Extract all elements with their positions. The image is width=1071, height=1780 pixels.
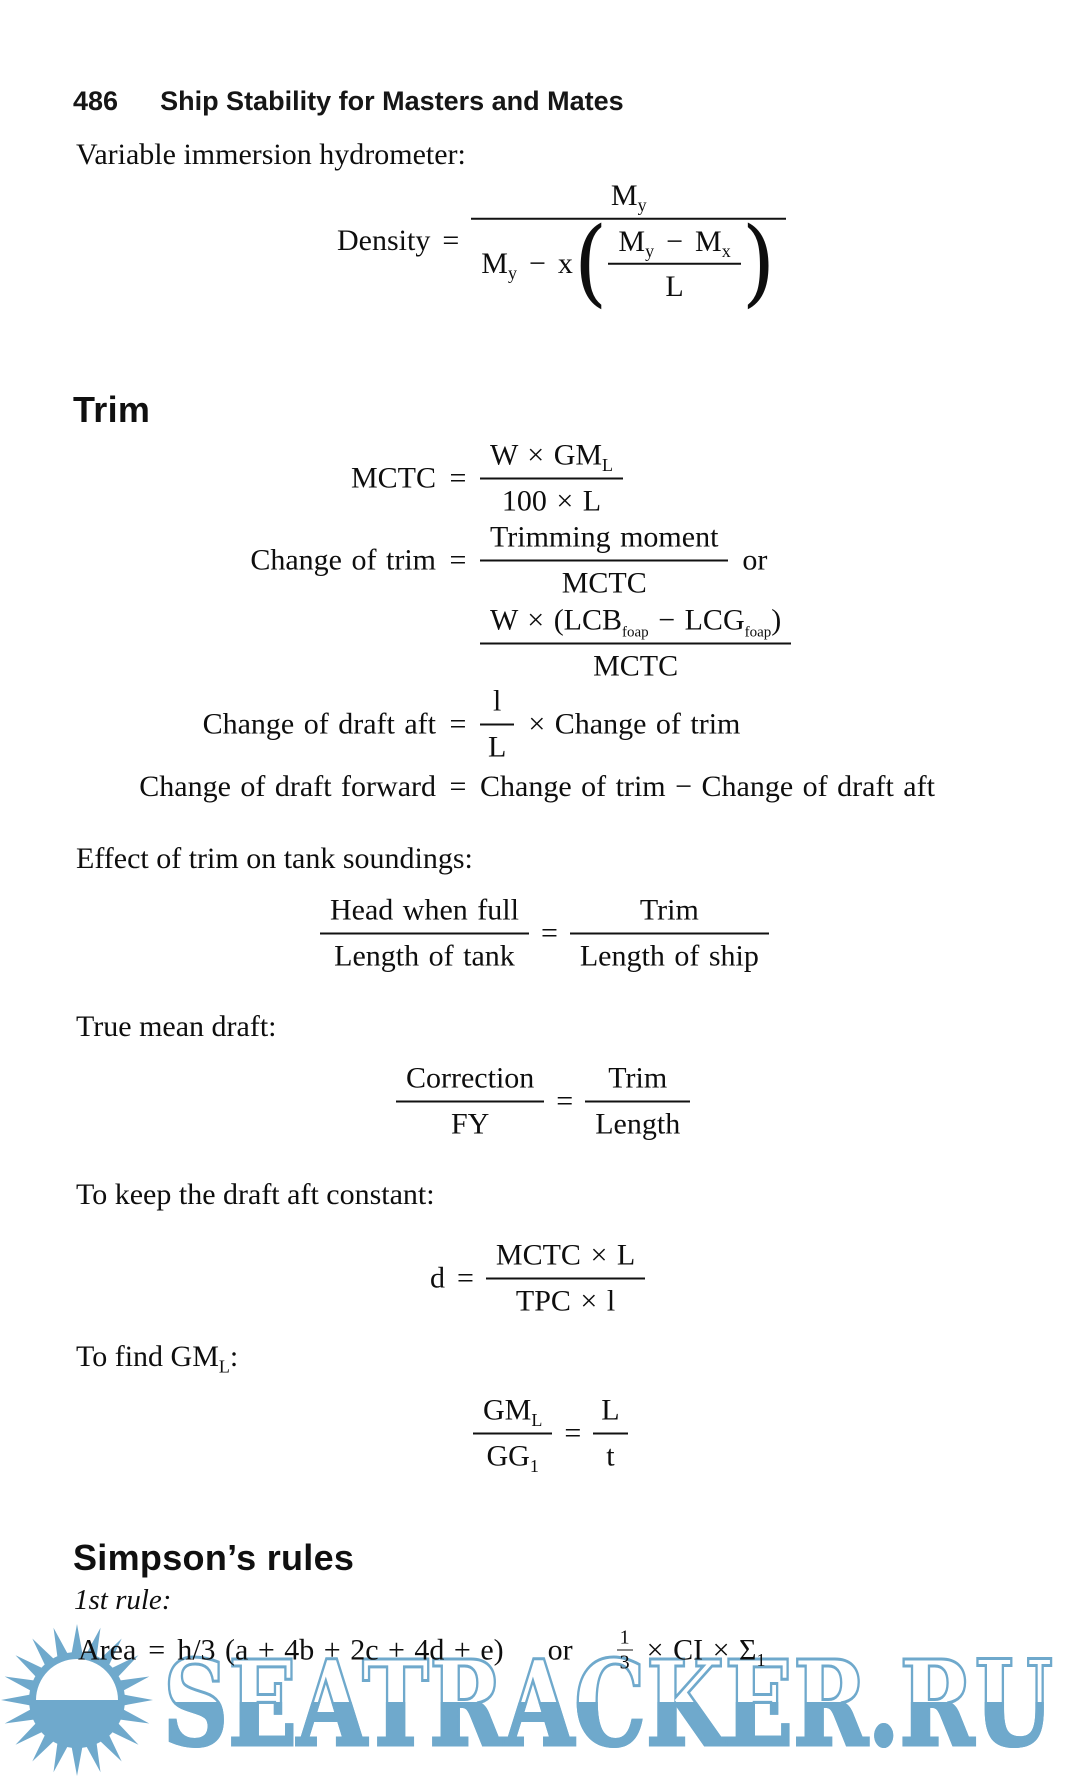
open-paren: ( [573,208,608,319]
sun-logo [1,1624,153,1776]
x-variable: x [557,247,573,280]
m-sub-y: M [481,247,508,280]
equals-sign: = [449,543,467,576]
running-header: 486 Ship Stability for Masters and Mates [73,86,624,117]
sun-dome-icon [36,1659,118,1700]
moment-fraction-equation: W × (LCBfoap − LCGfoap) MCTC [0,602,1020,685]
trimming-moment-fraction: Trimming moment MCTC [480,519,729,602]
fraction-bar [608,262,741,265]
minus-sign: − [666,224,684,258]
change-of-draft-forward-equation: Change of draft forward = Change of trim… [0,770,1020,804]
m-sub-x: M [695,224,722,258]
equals-sign: = [442,224,460,257]
first-rule-line: 1st rule: [74,1584,172,1616]
fraction-bar [480,723,515,725]
draft-aft-lhs: Change of draft aft [202,707,436,740]
correction-equation: Correction FY = Trim Length [396,1060,691,1143]
fraction-bar [471,217,787,220]
page-number: 486 [73,86,119,116]
find-gml-line: To find GML: [76,1340,239,1377]
fraction-bar [616,1649,633,1651]
watermark-text-fill: SEATRACKER.RU [163,1634,1053,1773]
L-over-t-fraction: L t [593,1392,628,1475]
or-label: or [742,543,768,576]
l-variable: L [665,269,684,303]
l-over-L-fraction: l L [480,683,515,766]
density-equation: Density = My My − x ( My − Mx [337,177,787,319]
d-lhs: d [430,1261,445,1294]
draft-aft-rhs: × Change of trim [528,707,741,740]
fraction-bar [480,477,624,479]
mctc-tpc-fraction: MCTC × L TPC × l [485,1237,646,1320]
effect-line: Effect of trim on tank soundings: [76,842,473,875]
change-of-draft-aft-equation: Change of draft aft = l L × Change of tr… [0,683,1020,766]
draft-forward-rhs: Change of trim − Change of draft aft [480,770,935,803]
equals-sign: = [540,916,558,949]
close-paren: ) [741,208,776,319]
minus-sign: − [528,247,546,280]
lcb-lcg-fraction: W × (LCBfoap − LCGfoap) MCTC [480,602,792,685]
m-sub-y: M [618,224,646,258]
area-lhs: Area [78,1633,137,1666]
gml-equation: GML GG1 = L t [473,1392,628,1475]
watermark-text-outline: SEATRACKER.RU [163,1634,1053,1773]
area-body: h/3 (a + 4b + 2c + 4d + e) [177,1633,504,1666]
equals-sign: = [564,1416,582,1449]
true-mean-line: True mean draft: [76,1010,277,1043]
fraction-bar [569,932,769,934]
section-heading-trim: Trim [73,389,151,430]
book-title: Ship Stability for Masters and Mates [160,86,624,116]
density-inner-fraction: My − Mx L [608,222,741,305]
equals-sign: = [556,1084,574,1117]
mctc-equation: MCTC = W × GML 100 × L [0,437,1020,520]
trim-length-fraction: Trim Length [585,1060,691,1143]
equals-sign: = [457,1261,474,1294]
area-tail: × CI × Σ [646,1633,757,1666]
fraction-bar [585,1100,691,1102]
fraction-bar [480,559,729,561]
gml-gg1-fraction: GML GG1 [473,1392,553,1475]
watermark: SEATRACKER.RU SEATRACKER.RU [1,1624,1055,1776]
trim-ship-fraction: Trim Length of ship [569,892,769,975]
one-third-fraction: 1 3 [616,1627,633,1674]
equals-sign: = [148,1633,166,1666]
density-fraction: My My − x ( My − Mx L [471,177,787,319]
intro-line: Variable immersion hydrometer: [76,138,466,171]
m-sub-y: M [610,178,638,212]
section-heading-simpsons: Simpson’s rules [73,1537,355,1578]
fraction-bar [320,932,529,934]
fraction-bar [485,1277,646,1279]
density-lhs: Density [337,224,431,257]
head-when-full-fraction: Head when full Length of tank [320,892,529,975]
d-equation: d = MCTC × L TPC × l [430,1237,646,1320]
correction-fraction: Correction FY [396,1060,545,1143]
area-equation: Area = h/3 (a + 4b + 2c + 4d + e) or 1 3… [78,1626,766,1674]
change-of-trim-equation: Change of trim = Trimming moment MCTC or [0,519,1020,602]
mctc-lhs: MCTC [350,461,436,494]
keep-draft-line: To keep the draft aft constant: [76,1178,435,1211]
equals-sign: = [449,461,467,494]
draft-forward-lhs: Change of draft forward [139,770,436,803]
tank-soundings-equation: Head when full Length of tank = Trim Len… [320,892,769,975]
equals-sign: = [449,707,467,740]
equals-sign: = [449,770,467,803]
or-label: or [547,1633,573,1666]
fraction-bar [396,1100,545,1102]
fraction-bar [473,1432,553,1434]
change-of-trim-lhs: Change of trim [250,543,436,576]
mctc-fraction: W × GML 100 × L [480,437,624,520]
fraction-bar [480,642,792,644]
fraction-bar [593,1432,628,1434]
